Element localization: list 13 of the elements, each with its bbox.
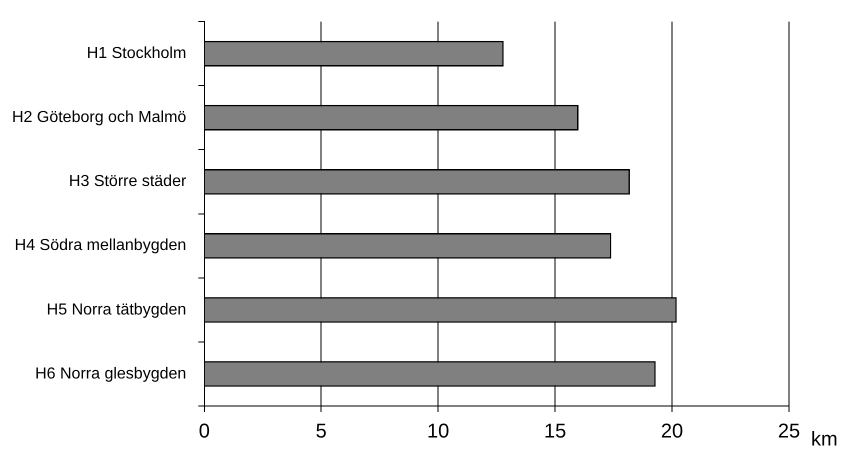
y-tick-label: H3 Större städer: [68, 173, 187, 190]
y-tick-label: H5 Norra tätbygden: [46, 301, 186, 318]
x-axis-title: km: [811, 428, 838, 451]
x-tick-label: 25: [778, 420, 800, 443]
y-tick-label: H1 Stockholm: [86, 45, 186, 62]
y-tick-label: H4 Södra mellanbygden: [14, 237, 186, 254]
y-tick-label: H2 Göteborg och Malmö: [12, 109, 186, 126]
x-tick-label: 15: [544, 420, 566, 443]
x-tick-label: 20: [660, 420, 684, 443]
x-tick-label: 5: [316, 420, 327, 443]
x-tick-label: 10: [427, 420, 450, 443]
x-tick-label: 0: [198, 420, 210, 443]
y-tick-label: H6 Norra glesbygden: [35, 365, 186, 382]
